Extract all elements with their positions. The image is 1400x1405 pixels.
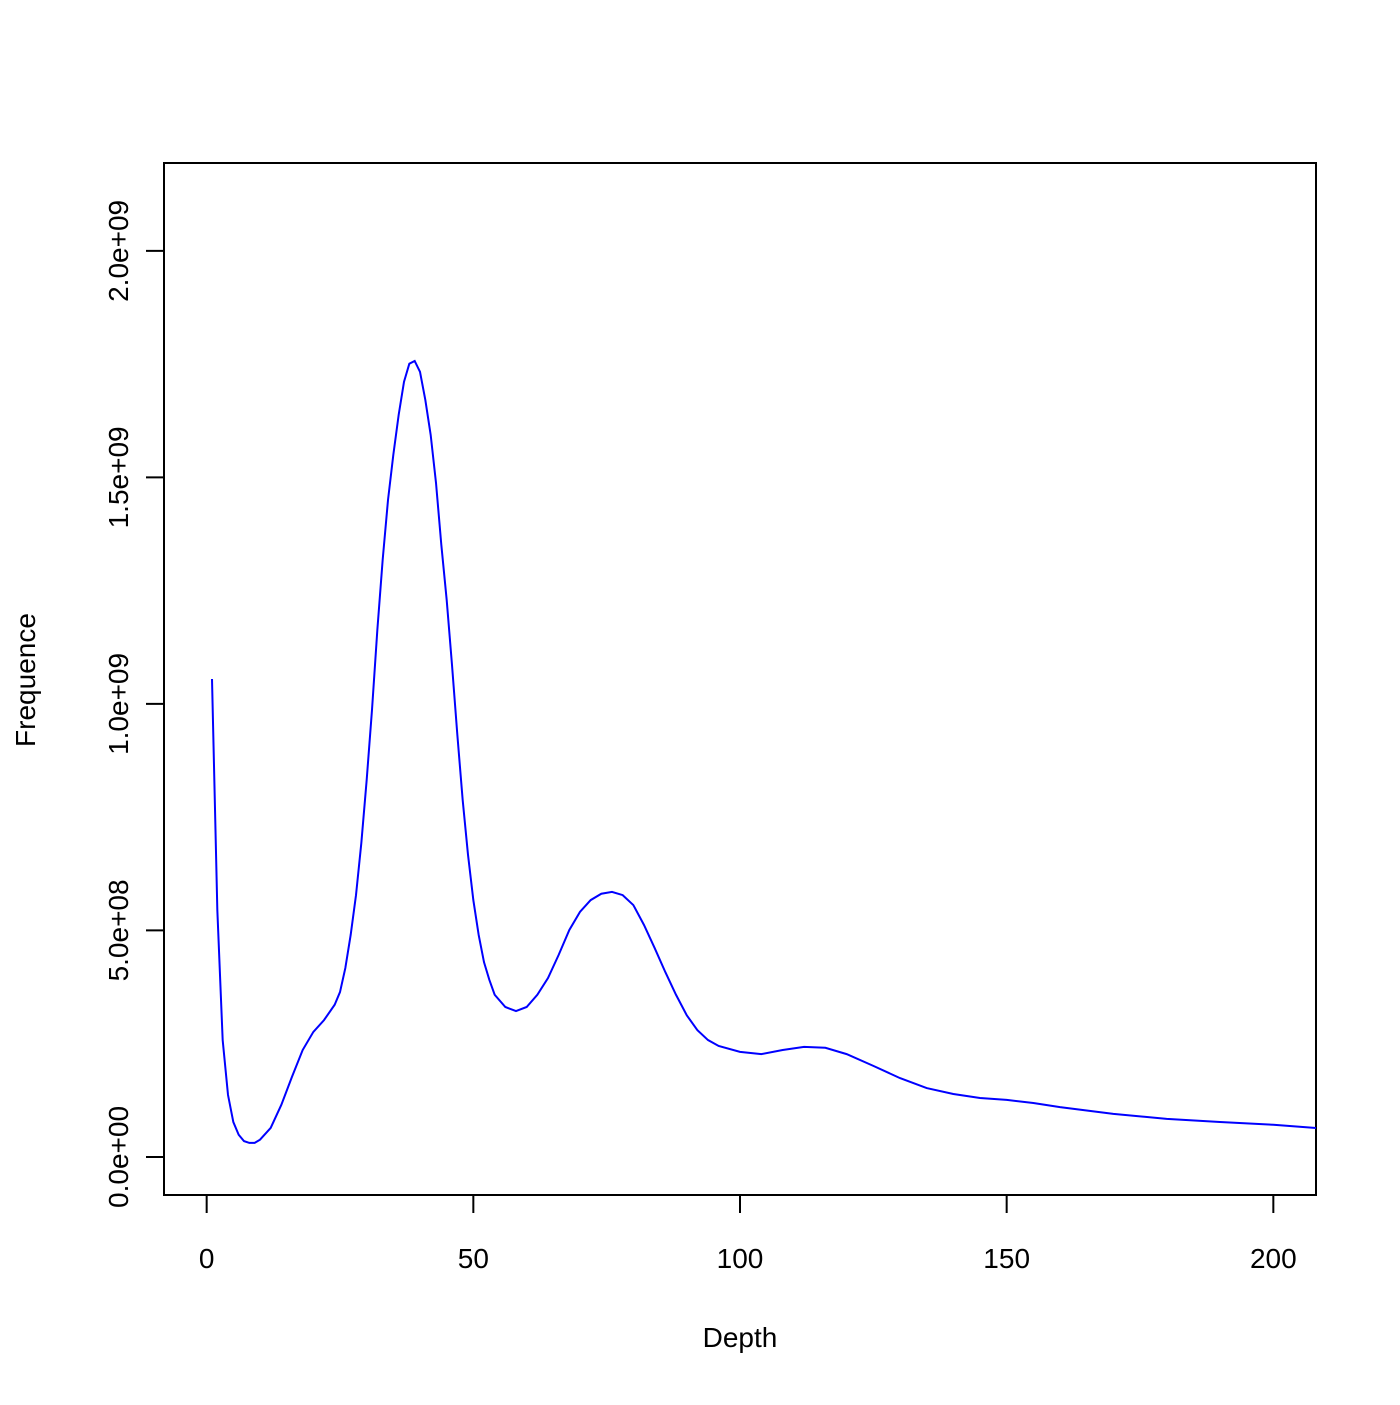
y-axis-title: Frequence	[10, 613, 41, 747]
x-tick-label: 200	[1250, 1243, 1297, 1274]
y-tick-label: 0.0e+00	[103, 1106, 134, 1208]
x-tick-label: 150	[983, 1243, 1030, 1274]
x-tick-label: 0	[199, 1243, 215, 1274]
y-tick-label: 2.0e+09	[103, 200, 134, 302]
x-axis-title: Depth	[703, 1322, 778, 1353]
plot-box	[163, 162, 1317, 1196]
y-tick-label: 1.5e+09	[103, 426, 134, 528]
x-tick-label: 100	[717, 1243, 764, 1274]
y-tick-label: 1.0e+09	[103, 653, 134, 755]
x-tick-label: 50	[458, 1243, 489, 1274]
y-tick-label: 5.0e+08	[103, 879, 134, 981]
data-line	[211, 359, 1317, 1144]
